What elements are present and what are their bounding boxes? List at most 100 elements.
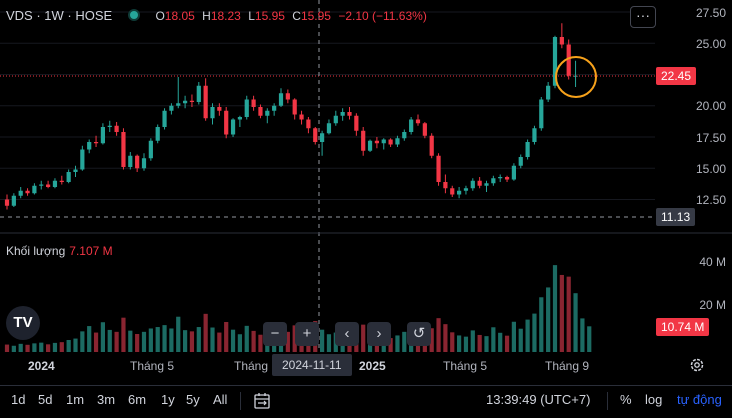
candle-body: [141, 158, 147, 169]
candle: [539, 97, 544, 131]
candle-body: [32, 185, 37, 194]
candle: [251, 95, 256, 111]
candle-body: [402, 132, 407, 139]
candle: [484, 180, 489, 192]
candle: [59, 175, 64, 185]
candle-body: [176, 103, 181, 106]
candle: [498, 174, 503, 182]
volume-bar: [87, 326, 92, 352]
price-tick: 15.00: [695, 162, 726, 176]
timeframe-1d[interactable]: 1d: [11, 392, 26, 407]
candle: [450, 185, 455, 197]
candle: [367, 139, 373, 152]
volume-bar: [491, 327, 496, 352]
candle: [573, 60, 578, 87]
candle: [128, 152, 133, 170]
volume-bar: [552, 265, 558, 352]
candle: [402, 129, 407, 141]
candle-body: [347, 112, 352, 116]
timeframe-5d[interactable]: 5d: [38, 392, 53, 407]
timeframe-3m[interactable]: 3m: [97, 392, 116, 407]
candle-body: [450, 188, 455, 195]
candle-body: [333, 115, 338, 124]
volume-bar: [210, 327, 215, 352]
volume-label: Khối lượng: [6, 244, 66, 258]
candle: [203, 78, 208, 121]
candle-body: [93, 142, 99, 144]
candle-body: [559, 37, 564, 45]
time-tick: Tháng 5: [130, 359, 175, 373]
price-chart[interactable]: [0, 0, 732, 385]
volume-bar: [46, 344, 51, 352]
percent-toggle[interactable]: %: [620, 392, 632, 407]
volume-bar: [39, 342, 44, 352]
timeframe-6m[interactable]: 6m: [128, 392, 147, 407]
symbol-label[interactable]: VDS · 1W · HOSE: [6, 8, 113, 23]
auto-scale-toggle[interactable]: tự động: [677, 392, 722, 407]
volume-bar: [292, 325, 297, 352]
volume-bar: [450, 332, 455, 352]
volume-bar: [162, 325, 167, 352]
candle: [52, 178, 58, 189]
candle-body: [224, 110, 229, 135]
chart-grid: [0, 11, 655, 200]
volume-bar: [361, 324, 366, 352]
candle: [148, 138, 153, 161]
volume-bar: [141, 331, 147, 352]
volume-bar: [237, 334, 242, 352]
date-range-icon[interactable]: [252, 391, 272, 411]
candle-body: [361, 130, 366, 151]
clock-timezone[interactable]: 13:39:49 (UTC+7): [486, 392, 591, 407]
price-tick: 12.50: [695, 193, 726, 207]
candle: [32, 183, 37, 195]
candle-body: [258, 107, 263, 116]
candle: [299, 110, 304, 125]
chart-header: VDS · 1W · HOSE O18.05 H18.23 L15.95 C15…: [6, 8, 431, 23]
candle: [25, 188, 30, 196]
candle: [422, 122, 427, 139]
timeframe-1m[interactable]: 1m: [66, 392, 85, 407]
candle-body: [388, 139, 393, 145]
scroll-back-button[interactable]: ‹: [335, 322, 359, 346]
ohlc-values: O18.05 H18.23 L15.95 C15.95 −2.10 (−11.6…: [155, 9, 427, 23]
candle-body: [525, 142, 530, 157]
candle-body: [306, 119, 311, 129]
candle: [107, 120, 112, 132]
highlight-circle: [555, 56, 597, 98]
log-toggle[interactable]: log: [645, 392, 663, 407]
timeframe-all[interactable]: All: [213, 392, 228, 407]
volume-bar: [230, 329, 236, 352]
volume-bar: [463, 336, 469, 352]
time-tick: Tháng 5: [443, 359, 488, 373]
candle-body: [148, 140, 153, 159]
candle-body: [244, 99, 249, 117]
timeframe-1y[interactable]: 1y: [161, 392, 175, 407]
zoom-out-button[interactable]: −: [263, 322, 287, 346]
candle-body: [511, 165, 516, 180]
zoom-in-button[interactable]: +: [295, 322, 319, 346]
more-options-button[interactable]: ···: [630, 6, 656, 28]
candlesticks: [4, 23, 578, 210]
candle: [285, 89, 290, 104]
reset-chart-button[interactable]: ↺: [407, 322, 431, 346]
candle: [18, 187, 23, 199]
settings-gear-icon[interactable]: [689, 357, 705, 373]
timeframe-5y[interactable]: 5y: [186, 392, 200, 407]
candle-body: [4, 199, 10, 206]
volume-bar: [326, 334, 332, 352]
volume-bar: [93, 332, 99, 352]
scroll-forward-button[interactable]: ›: [367, 322, 391, 346]
crosshair-date-tag: 2024-11-11: [272, 354, 352, 376]
candle-body: [39, 184, 44, 186]
candle-body: [100, 127, 105, 144]
tradingview-logo[interactable]: TV: [6, 306, 40, 340]
volume-bar: [566, 276, 571, 352]
candle-body: [285, 93, 290, 100]
candle: [87, 139, 92, 154]
candle: [121, 128, 126, 170]
candle-body: [272, 105, 277, 111]
candle: [278, 88, 284, 107]
candle: [258, 104, 263, 119]
volume-legend: Khối lượng 7.107 M: [6, 244, 113, 258]
candle-body: [320, 133, 325, 142]
